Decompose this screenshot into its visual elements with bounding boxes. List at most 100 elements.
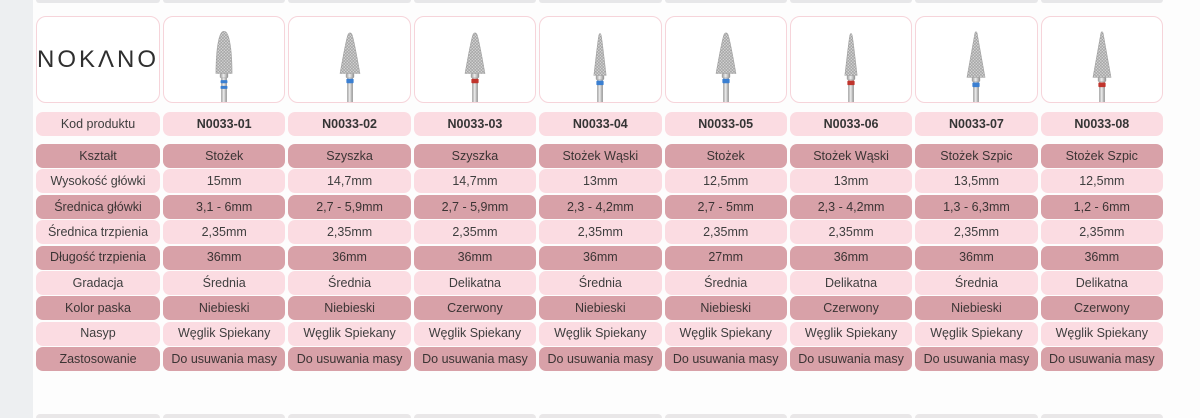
spec-value-cell: 2,7 - 5,9mm — [288, 194, 411, 219]
spec-value-cell: 2,35mm — [163, 220, 286, 245]
header-row: NOKΛNO — [36, 16, 1163, 103]
product-code-cell: N0033-08 — [1040, 112, 1163, 136]
cropped-pill-edge — [163, 414, 286, 418]
spec-row-label: Wysokość główki — [36, 169, 160, 194]
spec-value-cell: 1,2 - 6mm — [1040, 194, 1163, 219]
spec-value-cell: Delikatna — [413, 270, 537, 295]
spec-value-cell: 2,35mm — [288, 220, 411, 245]
cropped-pill-edge — [288, 414, 411, 418]
spec-value-cell: 2,3 - 4,2mm — [789, 194, 913, 219]
spec-value-cell: 2,3 - 4,2mm — [539, 194, 662, 219]
cropped-pill-edge — [915, 414, 1038, 418]
spec-value-cell: 36mm — [163, 245, 286, 270]
drill-bit-image — [215, 30, 233, 102]
spec-value-cell: Do usuwania masy — [539, 347, 662, 372]
cropped-pill-edge — [36, 414, 160, 418]
cropped-row-above — [36, 0, 1163, 3]
spec-value-cell: Niebieski — [288, 296, 411, 321]
spec-value-cell: Stożek — [664, 144, 787, 168]
cropped-pill-edge — [539, 0, 662, 3]
product-card-5 — [664, 16, 787, 103]
spec-value-cell: 2,7 - 5,9mm — [413, 194, 537, 219]
spec-value-cell: 2,7 - 5mm — [664, 194, 787, 219]
spec-row: Nasyp Węglik Spiekany Węglik Spiekany Węgli… — [36, 321, 1163, 346]
spec-value-cell: Średnia — [915, 270, 1038, 295]
drill-bit-image — [844, 33, 858, 102]
spec-value-cell: Szyszka — [413, 144, 537, 168]
spec-value-cell: 15mm — [163, 169, 286, 194]
drill-bit-image — [967, 31, 986, 102]
spec-row-label: Nasyp — [36, 321, 160, 346]
spec-value-cell: Stożek Szpic — [1040, 144, 1163, 168]
spec-value-cell: 36mm — [413, 245, 537, 270]
spec-row-label: Zastosowanie — [36, 347, 160, 372]
spec-value-cell: Niebieski — [539, 296, 662, 321]
spec-row: Zastosowanie Do usuwania masy Do usuwania … — [36, 347, 1163, 372]
spec-value-cell: Niebieski — [915, 296, 1038, 321]
spec-value-cell: Do usuwania masy — [664, 347, 787, 372]
spec-row-label: Gradacja — [36, 270, 160, 295]
cropped-pill-edge — [413, 0, 537, 3]
spec-row-label: Średnica główki — [36, 194, 160, 219]
product-card-2 — [288, 16, 411, 103]
spec-value-cell: Węglik Spiekany — [413, 321, 537, 346]
spec-value-cell: Stożek Wąski — [789, 144, 913, 168]
spec-value-cell: Czerwony — [1040, 296, 1163, 321]
spec-rows: Kształt Stożek Szyszka Szyszka Stożek Wąski S… — [36, 144, 1163, 372]
spec-value-cell: Do usuwania masy — [1040, 347, 1163, 372]
spec-value-cell: 2,35mm — [915, 220, 1038, 245]
spec-value-cell: 12,5mm — [664, 169, 787, 194]
product-card-4 — [539, 16, 662, 103]
spec-value-cell: 2,35mm — [789, 220, 913, 245]
spec-row: Wysokość główki 15mm 14,7mm 14,7mm 13mm 12,5m… — [36, 169, 1163, 194]
product-code-cell: N0033-06 — [789, 112, 913, 136]
cropped-pill-edge — [36, 0, 160, 3]
product-comparison-table: NOKΛNO — [36, 16, 1163, 373]
drill-bit-image — [715, 32, 737, 102]
spec-value-cell: Szyszka — [288, 144, 411, 168]
spec-value-cell: Czerwony — [413, 296, 537, 321]
spec-value-cell: Węglik Spiekany — [163, 321, 286, 346]
spec-row-label: Kształt — [36, 144, 160, 168]
cropped-pill-edge — [915, 0, 1038, 3]
cropped-pill-edge — [664, 0, 787, 3]
spec-value-cell: Węglik Spiekany — [288, 321, 411, 346]
spec-value-cell: 2,35mm — [539, 220, 662, 245]
spec-value-cell: Niebieski — [664, 296, 787, 321]
spec-value-cell: Węglik Spiekany — [789, 321, 913, 346]
spec-value-cell: Do usuwania masy — [789, 347, 913, 372]
product-code-cell: N0033-03 — [413, 112, 537, 136]
spec-row: Średnica główki 3,1 - 6mm 2,7 - 5,9mm 2,7 -… — [36, 194, 1163, 219]
spec-row: Długość trzpienia 36mm 36mm 36mm 36mm 27mm 36m… — [36, 245, 1163, 270]
spec-row: Gradacja Średnia Średnia Delikatna Średnia Śr… — [36, 270, 1163, 295]
spec-value-cell: Do usuwania masy — [413, 347, 537, 372]
cropped-pill-edge — [288, 0, 411, 3]
product-card-3 — [413, 16, 537, 103]
spec-value-cell: Średnia — [539, 270, 662, 295]
brand-logo: NOKΛNO — [36, 45, 160, 73]
cropped-pill-edge — [163, 0, 286, 3]
spec-value-cell: Niebieski — [163, 296, 286, 321]
spec-value-cell: Stożek Szpic — [915, 144, 1038, 168]
brand-logo-card: NOKΛNO — [36, 16, 160, 103]
product-code-cell: N0033-05 — [664, 112, 787, 136]
drill-bit-image — [339, 32, 360, 102]
product-card-1 — [163, 16, 286, 103]
left-gutter — [0, 0, 33, 418]
spec-value-cell: Delikatna — [1040, 270, 1163, 295]
cropped-pill-edge — [1040, 0, 1163, 3]
spec-row: Kolor paska Niebieski Niebieski Czerwony Nie… — [36, 296, 1163, 321]
spec-value-cell: 14,7mm — [413, 169, 537, 194]
spec-value-cell: Węglik Spiekany — [539, 321, 662, 346]
spec-value-cell: Stożek — [163, 144, 286, 168]
spec-value-cell: Węglik Spiekany — [915, 321, 1038, 346]
spec-value-cell: 12,5mm — [1040, 169, 1163, 194]
spec-value-cell: Węglik Spiekany — [664, 321, 787, 346]
drill-bit-image — [593, 33, 607, 102]
cropped-pill-edge — [1040, 414, 1163, 418]
product-code-cell: N0033-04 — [539, 112, 662, 136]
spec-value-cell: Stożek Wąski — [539, 144, 662, 168]
cropped-pill-edge — [789, 0, 913, 3]
spec-value-cell: Średnia — [163, 270, 286, 295]
spec-value-cell: 13mm — [539, 169, 662, 194]
